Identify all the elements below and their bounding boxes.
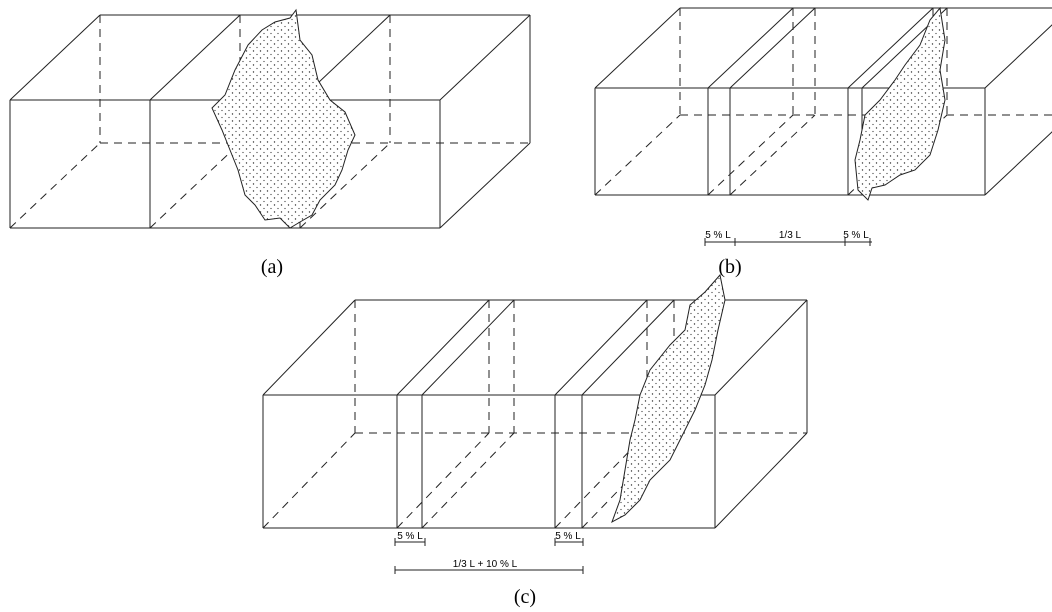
edge bbox=[555, 300, 647, 395]
edge bbox=[440, 15, 530, 100]
edge bbox=[715, 300, 807, 395]
dimension-label: 1/3 L + 10 % L bbox=[453, 559, 518, 570]
edge bbox=[150, 15, 240, 100]
hidden-edge bbox=[708, 115, 793, 195]
figure: (a) (b) (c) 5 % L 1/3 L 5 % L 5 % L 5 % … bbox=[0, 0, 1052, 612]
edge bbox=[595, 8, 680, 88]
hidden-edge bbox=[10, 143, 100, 228]
hidden-edge bbox=[595, 115, 680, 195]
edge bbox=[985, 8, 1052, 88]
hidden-edge bbox=[730, 115, 815, 195]
crack bbox=[212, 10, 355, 228]
edge bbox=[397, 300, 489, 395]
edge bbox=[708, 8, 793, 88]
edge bbox=[985, 115, 1052, 195]
edge bbox=[10, 15, 100, 100]
edge bbox=[422, 300, 514, 395]
caption: (a) bbox=[261, 256, 283, 278]
dimension-label: 5 % L bbox=[555, 531, 581, 542]
crack bbox=[855, 8, 945, 200]
edge bbox=[715, 433, 807, 528]
edge bbox=[263, 300, 355, 395]
dimension-label: 5 % L bbox=[705, 230, 731, 241]
edge bbox=[730, 8, 815, 88]
caption: (c) bbox=[514, 586, 536, 608]
dimension-label: 1/3 L bbox=[779, 230, 802, 241]
dimension-label: 5 % L bbox=[397, 531, 423, 542]
hidden-edge bbox=[397, 433, 489, 528]
edge bbox=[440, 143, 530, 228]
hidden-edge bbox=[150, 143, 240, 228]
drawings bbox=[10, 8, 1052, 574]
dimension-label: 5 % L bbox=[843, 230, 869, 241]
crack bbox=[612, 275, 725, 522]
caption: (b) bbox=[718, 256, 741, 278]
hidden-edge bbox=[422, 433, 514, 528]
hidden-edge bbox=[263, 433, 355, 528]
